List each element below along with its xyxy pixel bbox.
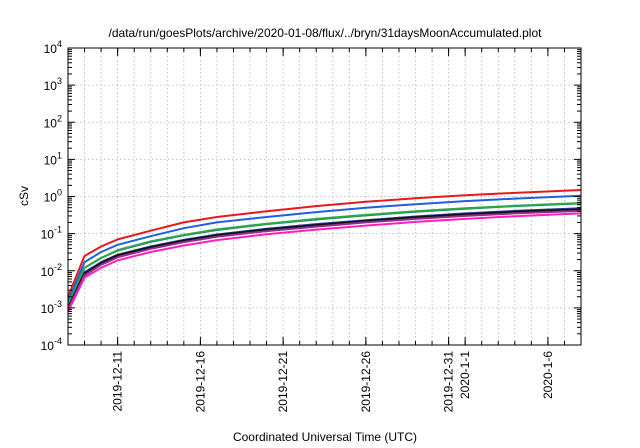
y-tick-label: 100	[44, 188, 62, 205]
x-tick-label: 2019-12-26	[359, 351, 373, 413]
series-line	[67, 202, 582, 306]
series-line	[67, 207, 582, 309]
series-line	[67, 209, 582, 311]
series-line	[67, 208, 582, 309]
y-tick-label: 10-4	[41, 336, 62, 353]
y-axis-label: cSv	[17, 186, 31, 206]
x-tick-label: 2019-12-11	[111, 351, 125, 412]
grid	[68, 48, 581, 345]
ticks: 10-4 10-3 10-2 10-1 100 101 102 103 104 2019-12-1…	[41, 39, 581, 412]
x-tick-label: 2019-12-31	[442, 351, 456, 413]
chart-title: /data/run/goesPlots/archive/2020-01-08/f…	[109, 26, 543, 40]
y-tick-label: 102	[44, 113, 62, 130]
y-tick-label: 103	[44, 76, 62, 93]
series-line	[67, 189, 582, 298]
x-axis-label: Coordinated Universal Time (UTC)	[233, 430, 417, 444]
y-tick-label: 10-3	[41, 299, 62, 316]
y-tick-label: 10-2	[41, 262, 62, 279]
y-tick-label: 10-1	[41, 225, 62, 242]
x-tick-label: 2019-12-21	[276, 351, 290, 413]
x-tick-label: 2019-12-16	[193, 351, 207, 413]
series-line	[67, 212, 582, 312]
x-tick-label: 2020-1-6	[541, 351, 555, 399]
y-tick-label: 101	[44, 150, 62, 167]
x-tick-label: 2020-1-1	[458, 351, 472, 399]
y-tick-label: 104	[44, 39, 62, 56]
series-line	[67, 194, 582, 302]
series-layer	[67, 189, 582, 312]
